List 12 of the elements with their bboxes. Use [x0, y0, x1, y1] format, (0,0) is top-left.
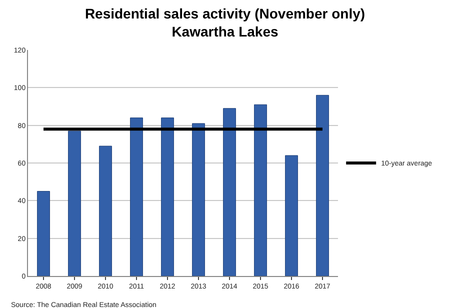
bar	[130, 118, 143, 276]
bar	[285, 155, 298, 276]
bar	[223, 108, 236, 276]
bar	[161, 118, 174, 276]
bar	[192, 123, 205, 276]
chart-title: Residential sales activity (November only)	[84, 5, 366, 22]
bar	[254, 104, 267, 276]
bar	[37, 191, 50, 276]
bar	[316, 94, 329, 276]
bar	[68, 130, 81, 276]
bar	[99, 146, 112, 276]
chart-subtitle: Kawartha Lakes	[172, 24, 279, 40]
